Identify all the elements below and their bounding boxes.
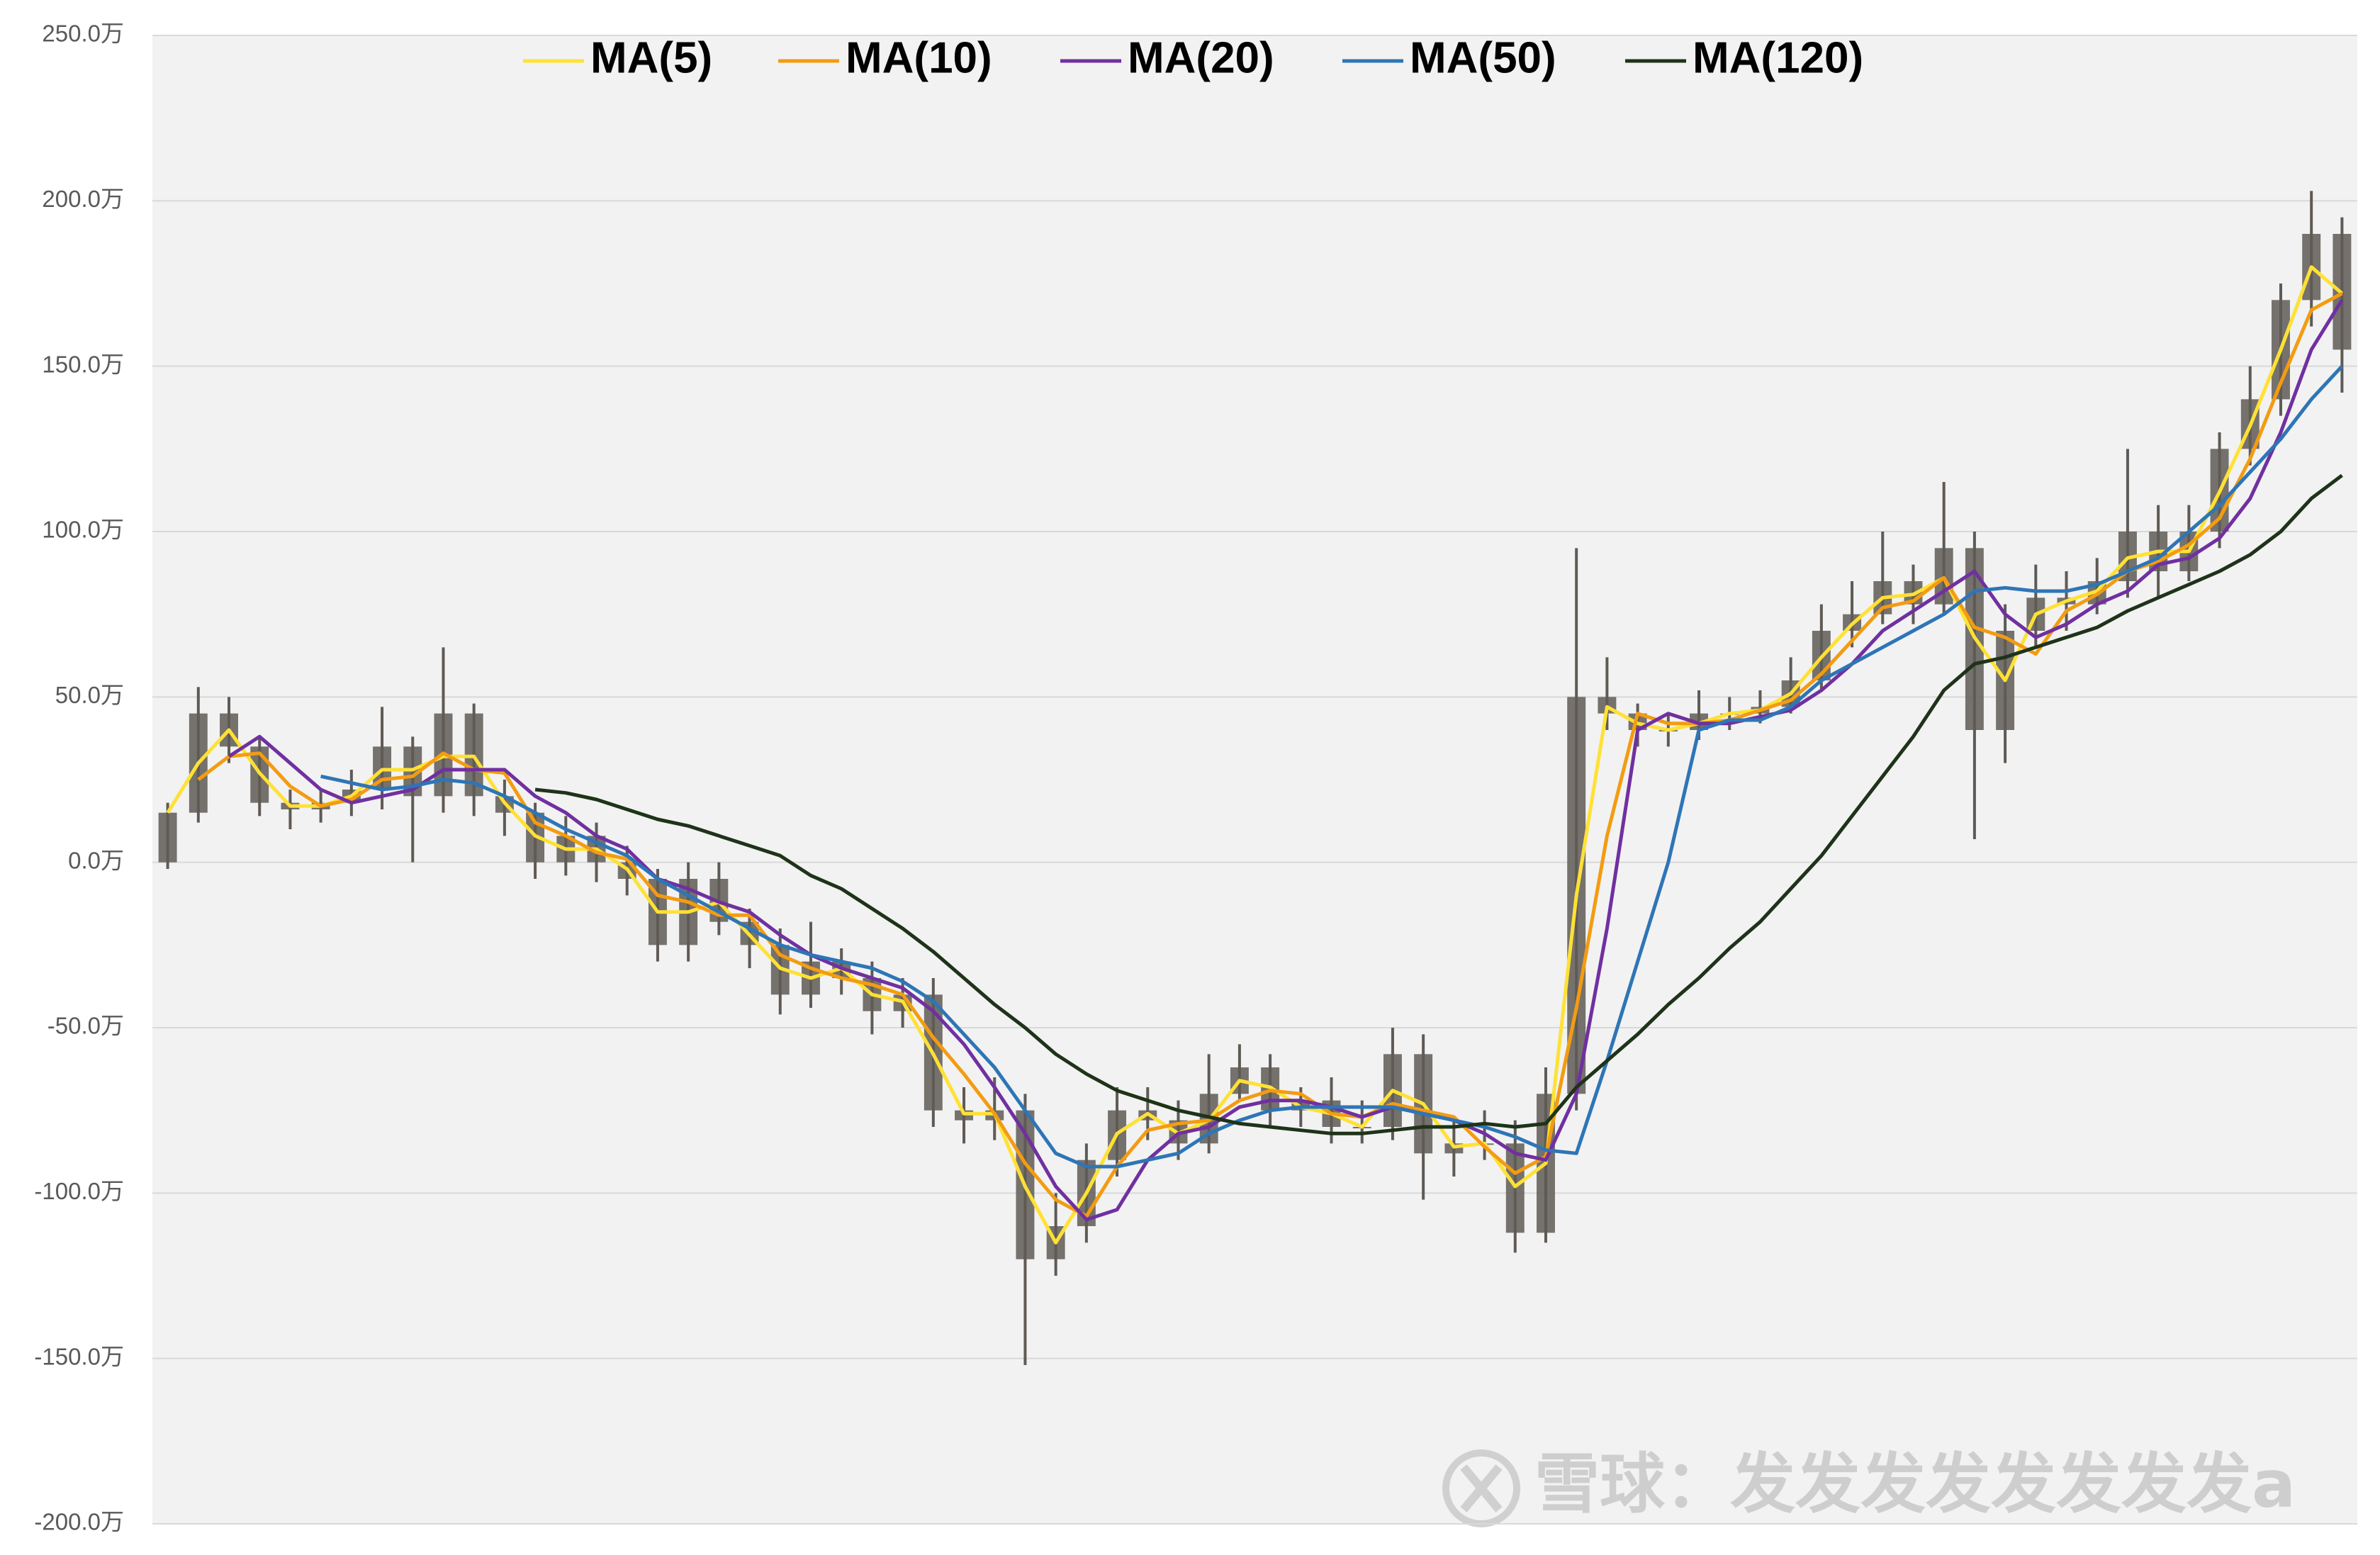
y-tick-label: 150.0万	[42, 351, 124, 377]
ma-line	[197, 291, 2343, 1218]
watermark: 雪球：发发发发发发发发a	[1534, 1446, 2296, 1522]
y-tick-label: 250.0万	[42, 21, 124, 47]
y-tick-label: 50.0万	[55, 682, 124, 708]
y-tick-label: 100.0万	[42, 517, 124, 543]
y-tick-label: 0.0万	[68, 847, 124, 873]
legend-label: MA(20)	[1128, 33, 1274, 82]
legend-label: MA(5)	[590, 33, 712, 82]
ma-line	[166, 265, 2344, 1245]
legend-label: MA(10)	[846, 33, 992, 82]
ma-line	[228, 298, 2344, 1222]
y-tick-label: -150.0万	[34, 1343, 124, 1369]
legend-label: MA(120)	[1693, 33, 1863, 82]
y-tick-label: -50.0万	[47, 1013, 124, 1039]
legend-label: MA(50)	[1410, 33, 1556, 82]
ma-line	[320, 365, 2344, 1169]
plot-area	[152, 35, 2357, 1524]
candle-body	[158, 812, 177, 863]
y-tick-label: -100.0万	[34, 1178, 124, 1204]
y-tick-label: -200.0万	[34, 1509, 124, 1535]
ma-line	[534, 473, 2343, 1135]
y-tick-label: 200.0万	[42, 186, 124, 212]
